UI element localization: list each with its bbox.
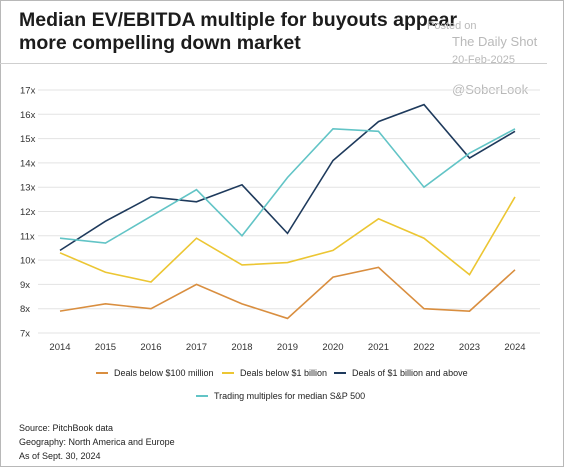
x-tick-label-2015: 2015 bbox=[95, 342, 116, 353]
y-tick-label-10: 10x bbox=[20, 256, 36, 267]
chart-title: Median EV/EBITDA multiple for buyouts ap… bbox=[19, 9, 458, 54]
x-tick-label-2018: 2018 bbox=[231, 342, 252, 353]
x-tick-label-2014: 2014 bbox=[49, 342, 70, 353]
y-tick-label-14: 14x bbox=[20, 158, 36, 169]
series-line-deals-below-100-million bbox=[59, 266, 516, 320]
legend-label-deals-1b-and-above: Deals of $1 billion and above bbox=[352, 368, 468, 378]
legend-swatch-deals-below-100m bbox=[96, 372, 108, 374]
legend-item-deals-below-1b: Deals below $1 billion bbox=[222, 368, 327, 378]
legend-label-sp500: Trading multiples for median S&P 500 bbox=[214, 391, 366, 401]
x-tick-label-2021: 2021 bbox=[368, 342, 389, 353]
series-line-trading-multiples-for-median-s-p-500 bbox=[59, 128, 516, 244]
y-tick-label-16: 16x bbox=[20, 110, 36, 121]
y-tick-label-8: 8x bbox=[20, 304, 30, 315]
legend-item-deals-1b-and-above: Deals of $1 billion and above bbox=[334, 368, 468, 378]
y-tick-label-9: 9x bbox=[20, 280, 30, 291]
y-tick-label-12: 12x bbox=[20, 207, 36, 218]
x-tick-label-2016: 2016 bbox=[140, 342, 161, 353]
y-tick-label-15: 15x bbox=[20, 134, 36, 145]
footer-source: Source: PitchBook data bbox=[19, 423, 114, 433]
x-tick-label-2019: 2019 bbox=[277, 342, 298, 353]
legend-swatch-sp500 bbox=[196, 395, 208, 397]
legend-item-sp500: Trading multiples for median S&P 500 bbox=[196, 391, 365, 401]
legend-item-deals-below-100m: Deals below $100 million bbox=[96, 368, 214, 378]
footer-geography: Geography: North America and Europe bbox=[19, 437, 175, 447]
legend-swatch-deals-below-1b bbox=[222, 372, 234, 374]
series-line-deals-below-1-billion bbox=[59, 196, 516, 283]
y-tick-label-7: 7x bbox=[20, 329, 30, 340]
y-tick-label-13: 13x bbox=[20, 183, 36, 194]
watermark-posted: Posted on bbox=[427, 20, 477, 32]
y-tick-label-11: 11x bbox=[20, 231, 35, 242]
x-tick-label-2022: 2022 bbox=[413, 342, 434, 353]
x-tick-label-2023: 2023 bbox=[459, 342, 480, 353]
legend-swatch-deals-1b-and-above bbox=[334, 372, 346, 374]
y-tick-label-17: 17x bbox=[20, 86, 36, 97]
x-tick-label-2024: 2024 bbox=[504, 342, 525, 353]
x-tick-label-2017: 2017 bbox=[186, 342, 207, 353]
legend-label-deals-below-100m: Deals below $100 million bbox=[114, 368, 214, 378]
watermark-source: The Daily Shot bbox=[452, 34, 538, 49]
footer-asof: As of Sept. 30, 2024 bbox=[19, 451, 101, 461]
series-line-deals-of-1-billion-and-above bbox=[59, 103, 516, 252]
x-tick-label-2020: 2020 bbox=[322, 342, 343, 353]
legend-label-deals-below-1b: Deals below $1 billion bbox=[240, 368, 328, 378]
title-divider bbox=[0, 63, 547, 64]
